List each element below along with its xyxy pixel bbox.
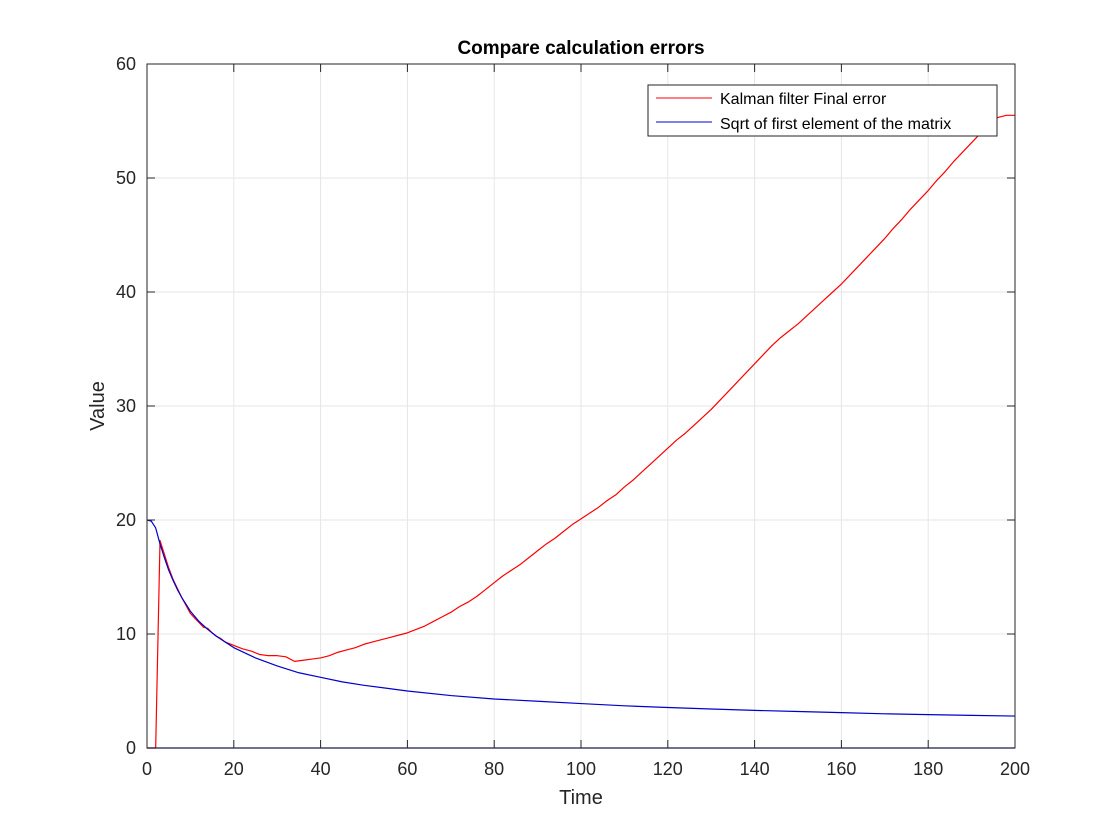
x-tick-label: 120	[653, 759, 683, 779]
x-tick-label: 140	[740, 759, 770, 779]
legend: Kalman filter Final error Sqrt of first …	[647, 84, 998, 137]
legend-label-kalman: Kalman filter Final error	[720, 91, 887, 108]
x-tick-label: 0	[142, 759, 152, 779]
y-tick-label: 10	[116, 624, 136, 644]
x-tick-label: 160	[826, 759, 856, 779]
y-tick-label: 20	[116, 510, 136, 530]
ticks: 0 20 40 60 80 100 120 140 160 180 200 0 10 20 30 40 50 60	[116, 54, 1030, 779]
x-tick-label: 40	[311, 759, 331, 779]
y-tick-label: 50	[116, 168, 136, 188]
x-tick-label: 100	[566, 759, 596, 779]
x-axis-label: Time	[559, 787, 603, 809]
x-tick-label: 20	[224, 759, 244, 779]
x-tick-label: 200	[1000, 759, 1030, 779]
y-tick-label: 0	[126, 738, 136, 758]
legend-box	[647, 84, 998, 137]
legend-label-sqrt: Sqrt of first element of the matrix	[720, 116, 951, 133]
x-tick-label: 80	[484, 759, 504, 779]
y-tick-label: 60	[116, 54, 136, 74]
chart-title: Compare calculation errors	[457, 38, 704, 59]
y-tick-label: 30	[116, 396, 136, 416]
x-tick-label: 60	[397, 759, 417, 779]
y-axis-label: Value	[87, 381, 109, 431]
kalman-error-line	[147, 114, 1015, 749]
sqrt-matrix-line	[146, 519, 1016, 717]
x-tick-label: 180	[913, 759, 943, 779]
y-tick-label: 40	[116, 282, 136, 302]
